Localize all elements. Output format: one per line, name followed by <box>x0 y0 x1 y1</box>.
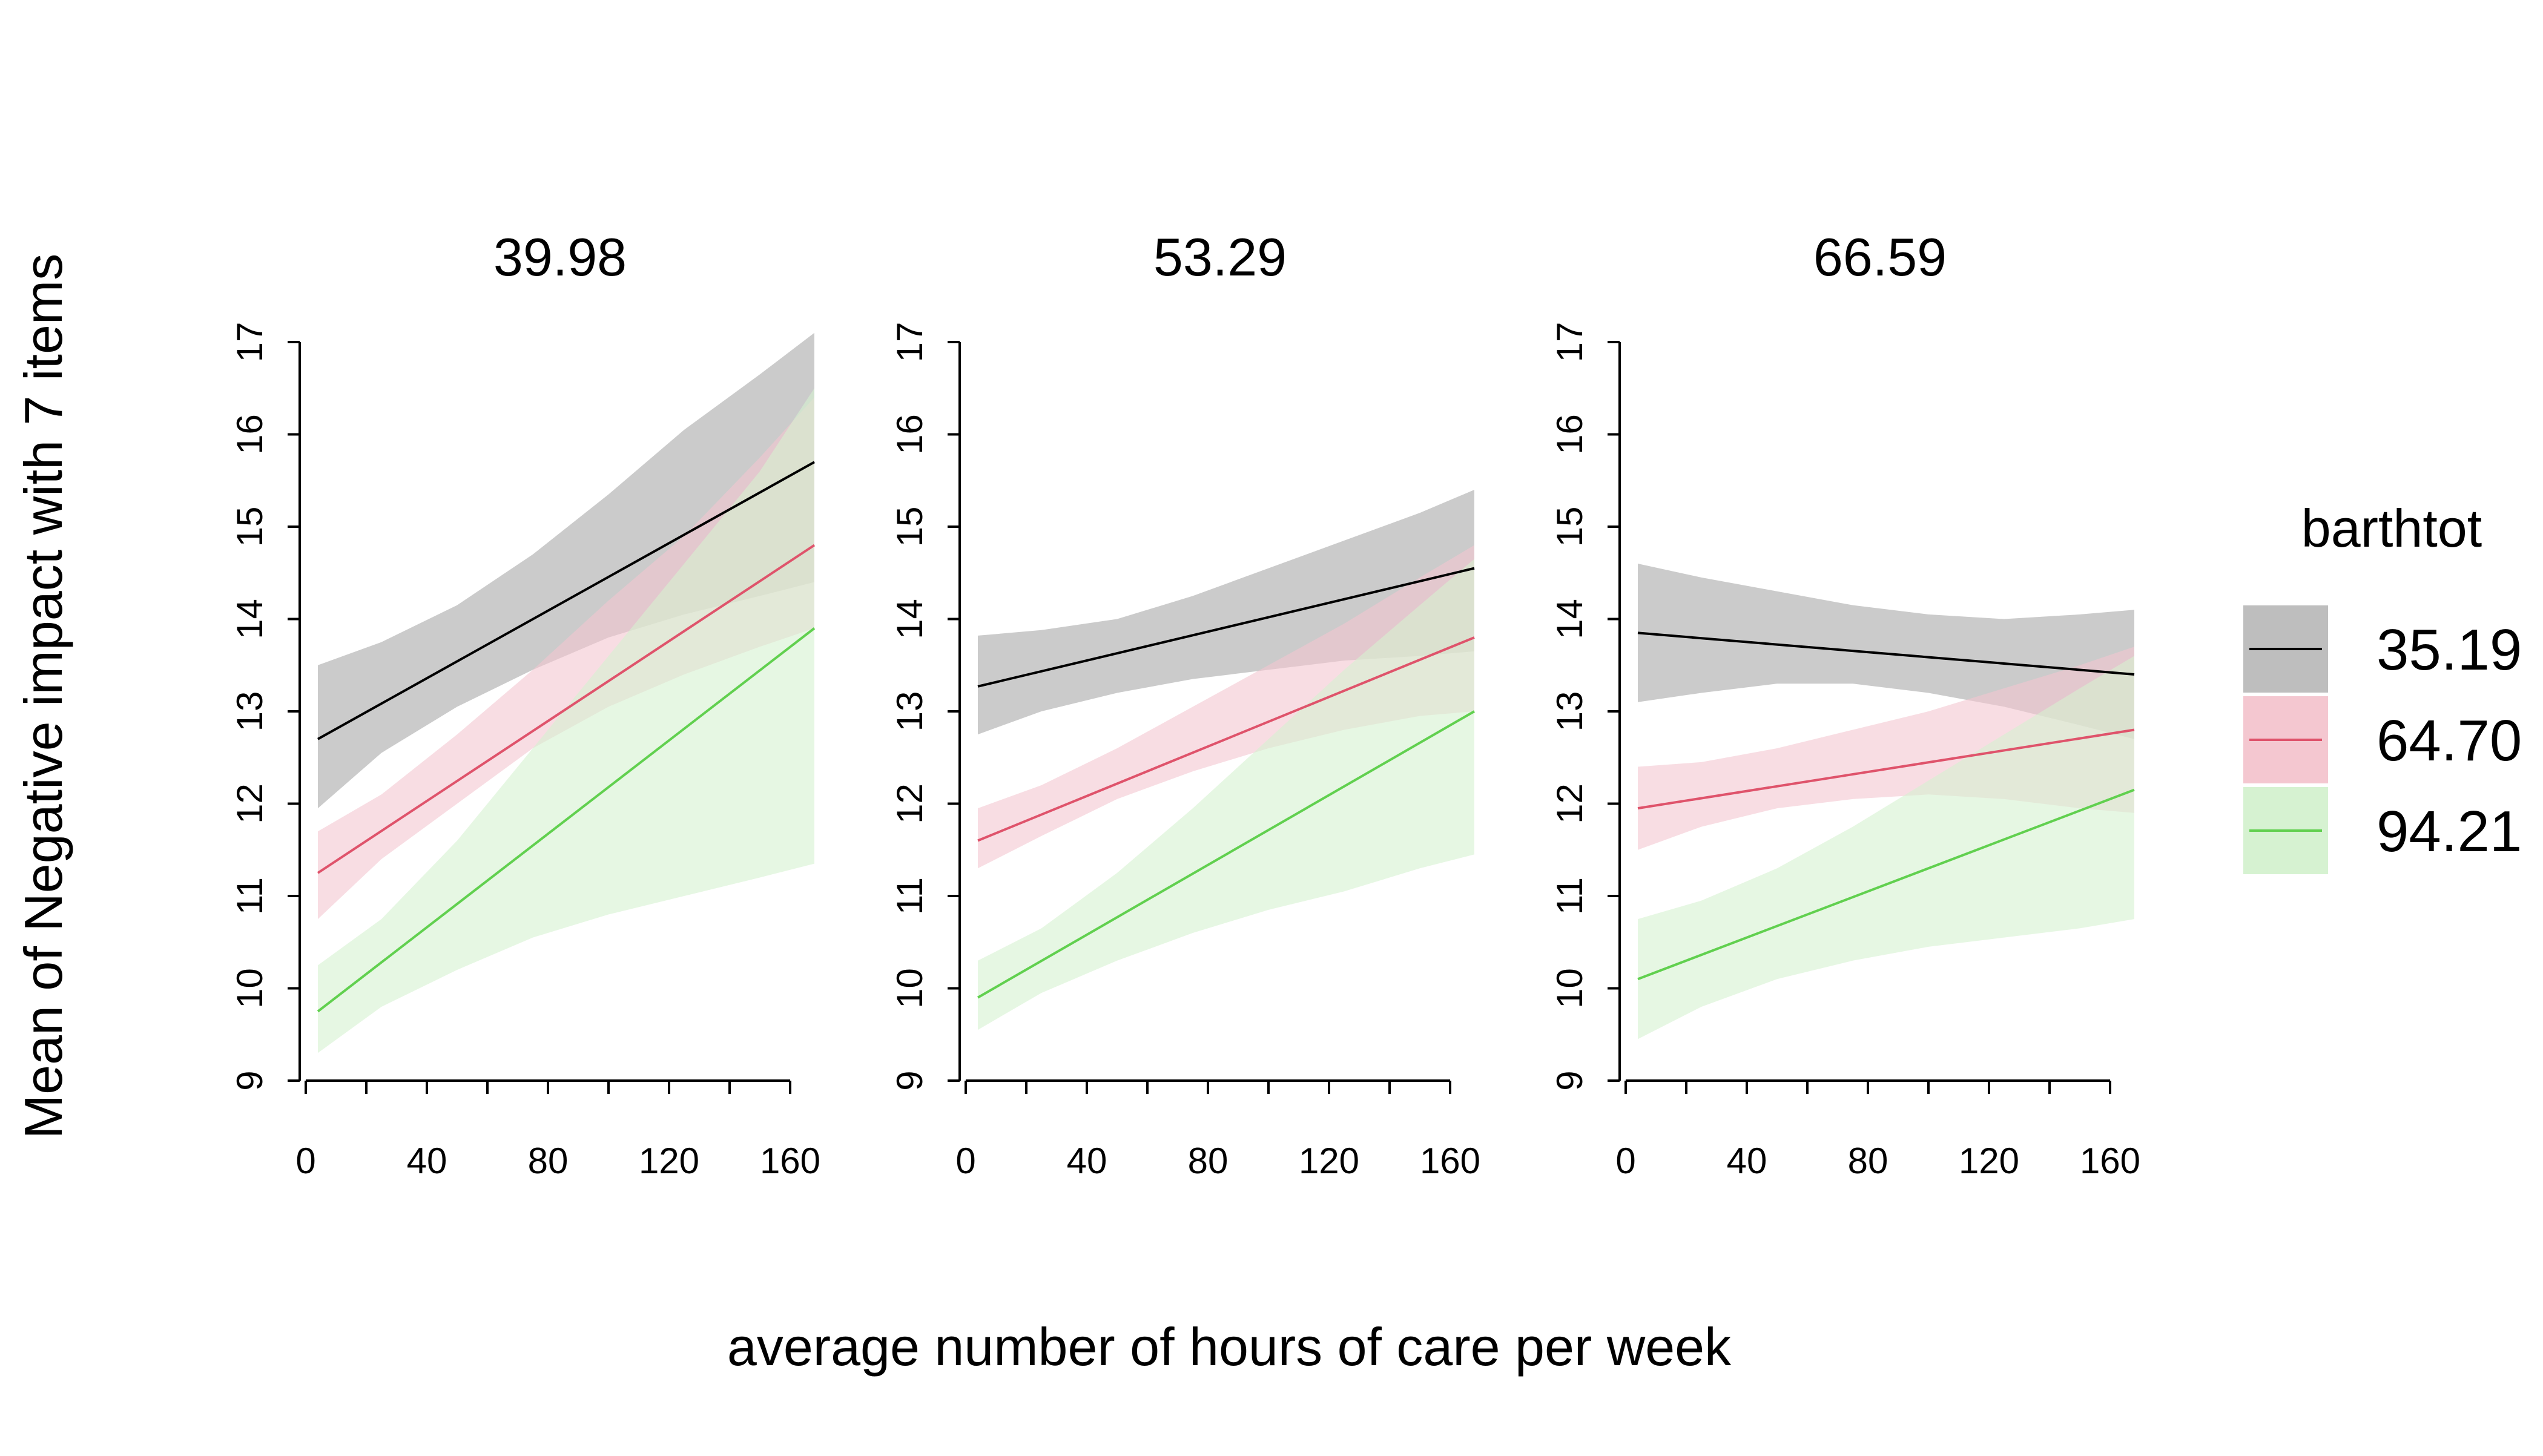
panel-title: 39.98 <box>493 227 627 287</box>
panel-1: 39.98 9 10 11 12 13 14 15 16 17 0 40 80 120 160 <box>229 227 820 1181</box>
legend-label: 64.70 <box>2376 708 2522 773</box>
y-tick-label: 10 <box>229 968 270 1009</box>
legend-entry-35-19: 35.19 <box>2243 605 2522 693</box>
series-line-35-19 <box>317 461 815 740</box>
legend-label: 35.19 <box>2376 618 2522 682</box>
panel-title: 66.59 <box>1813 227 1947 287</box>
y-tick-label: 13 <box>889 691 930 732</box>
x-tick-label: 160 <box>2080 1141 2140 1181</box>
confidence-band-35-19 <box>978 490 1474 735</box>
x-axis-title: average number of hours of care per week <box>727 1317 1732 1377</box>
y-tick-label: 15 <box>1549 507 1590 547</box>
y-tick-label: 12 <box>1549 783 1590 824</box>
confidence-band-94-21 <box>978 559 1474 1030</box>
y-tick-label: 12 <box>229 783 270 824</box>
y-tick-label: 13 <box>229 691 270 732</box>
x-tick-label: 160 <box>760 1141 820 1181</box>
series-line-94-21 <box>1637 788 2135 981</box>
y-tick-label: 16 <box>889 414 930 455</box>
series-line-94-21 <box>317 627 816 1013</box>
series-line-94-21 <box>977 710 1475 999</box>
x-tick-label: 0 <box>955 1141 975 1181</box>
y-tick-label: 9 <box>1549 1070 1590 1090</box>
y-tick-label: 9 <box>889 1070 930 1090</box>
y-tick-label: 14 <box>229 599 270 639</box>
y-tick-label: 9 <box>229 1070 270 1090</box>
series-line-64-70 <box>1637 728 2135 810</box>
series-line-35-19 <box>1637 631 2135 676</box>
y-tick-label: 17 <box>229 322 270 363</box>
y-tick-label: 11 <box>1549 877 1590 915</box>
y-tick-label: 16 <box>229 414 270 455</box>
x-tick-label: 40 <box>407 1141 447 1181</box>
y-tick-label: 15 <box>889 507 930 547</box>
x-tick-label: 160 <box>1420 1141 1480 1181</box>
legend-entry-64-70: 64.70 <box>2243 696 2522 783</box>
y-tick-label: 15 <box>229 507 270 547</box>
x-tick-label: 80 <box>528 1141 569 1181</box>
x-tick-label: 40 <box>1727 1141 1767 1181</box>
y-tick-label: 11 <box>229 877 270 915</box>
legend-entry-94-21: 94.21 <box>2243 787 2522 874</box>
y-tick-label: 12 <box>889 783 930 824</box>
x-tick-label: 120 <box>639 1141 699 1181</box>
y-axis-title: Mean of Negative impact with 7 items <box>13 254 73 1139</box>
legend-label: 94.21 <box>2376 799 2522 864</box>
y-tick-label: 14 <box>889 599 930 639</box>
y-tick-label: 11 <box>889 877 930 915</box>
panel-2: 53.29 9 10 11 12 13 14 15 16 17 0 40 80 120 160 <box>889 227 1480 1181</box>
y-tick-label: 10 <box>1549 968 1590 1009</box>
x-tick-label: 80 <box>1848 1141 1888 1181</box>
confidence-band-64-70 <box>978 545 1474 869</box>
x-tick-label: 120 <box>1299 1141 1359 1181</box>
confidence-band-94-21 <box>1638 656 2134 1039</box>
series-line-64-70 <box>977 636 1475 842</box>
x-tick-label: 40 <box>1067 1141 1107 1181</box>
confidence-band-94-21 <box>318 388 814 1053</box>
x-tick-label: 80 <box>1188 1141 1229 1181</box>
legend: barthtot 35.19 64.70 94.21 <box>2243 498 2522 874</box>
x-tick-label: 120 <box>1959 1141 2019 1181</box>
y-tick-label: 10 <box>889 968 930 1009</box>
y-tick-label: 17 <box>1549 322 1590 363</box>
x-tick-label: 0 <box>295 1141 315 1181</box>
panel-title: 53.29 <box>1153 227 1287 287</box>
y-tick-label: 13 <box>1549 691 1590 732</box>
series-line-64-70 <box>317 544 816 874</box>
panel-3: 66.59 9 10 11 12 13 14 15 16 17 0 40 80 120 160 <box>1549 227 2140 1181</box>
confidence-band-64-70 <box>318 397 814 920</box>
confidence-band-35-19 <box>318 332 814 809</box>
y-tick-label: 14 <box>1549 599 1590 639</box>
legend-title: barthtot <box>2301 498 2482 558</box>
y-tick-label: 17 <box>889 322 930 363</box>
series-line-35-19 <box>977 567 1475 688</box>
y-tick-label: 16 <box>1549 414 1590 455</box>
x-tick-label: 0 <box>1615 1141 1635 1181</box>
